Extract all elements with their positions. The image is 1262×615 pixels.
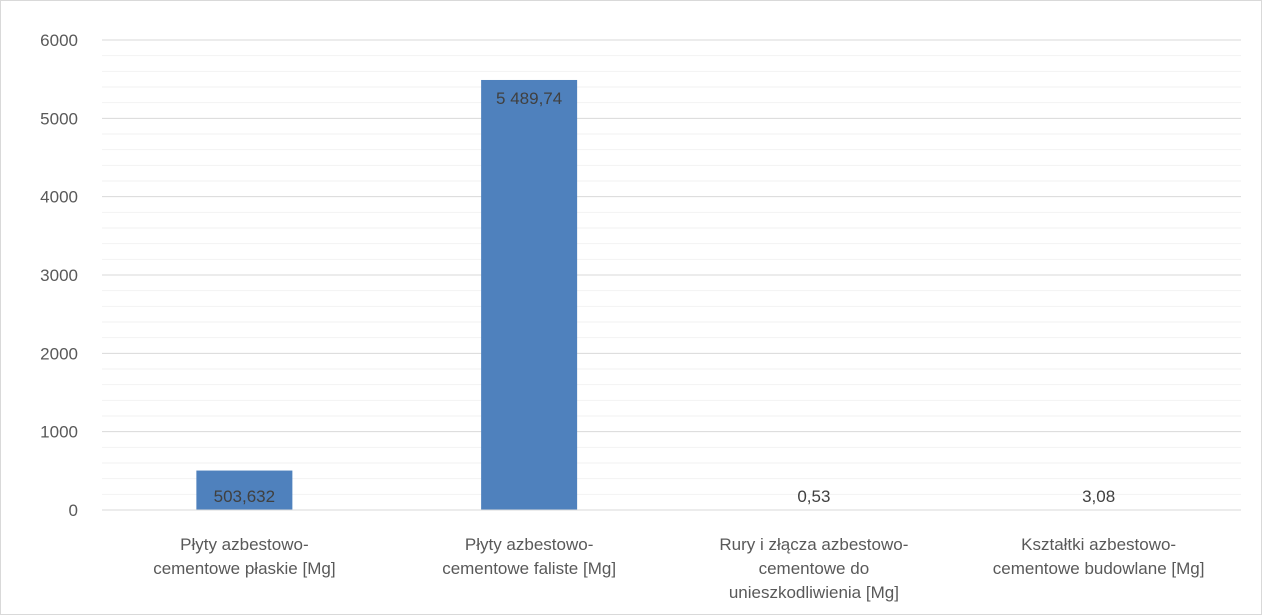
- category-label-line: Rury i złącza azbestowo-: [719, 535, 908, 554]
- category-label-line: unieszkodliwienia [Mg]: [729, 583, 899, 602]
- category-label: Rury i złącza azbestowo-cementowe do unie…: [719, 535, 908, 602]
- category-label: Płyty azbestowo-cementowe płaskie [Mg]: [153, 535, 335, 578]
- y-tick-label: 6000: [40, 31, 78, 50]
- y-tick-label: 2000: [40, 344, 78, 363]
- data-label: 503,632: [214, 487, 275, 506]
- bars: [196, 79, 1147, 510]
- bar: [196, 470, 293, 510]
- category-label-line: Płyty azbestowo-: [465, 535, 594, 554]
- category-labels: Płyty azbestowo-cementowe płaskie [Mg]Pł…: [153, 535, 1204, 602]
- major-gridlines: [102, 39, 1241, 433]
- data-label: 5 489,74: [496, 89, 562, 108]
- category-label: Kształtki azbestowo-cementowe budowlane …: [993, 535, 1205, 578]
- category-label-line: Kształtki azbestowo-: [1021, 535, 1176, 554]
- y-tick-label: 5000: [40, 109, 78, 128]
- category-label: Płyty azbestowo-cementowe faliste [Mg]: [442, 535, 616, 578]
- y-tick-label: 1000: [40, 423, 78, 442]
- data-label: 3,08: [1082, 487, 1115, 506]
- bar: [481, 79, 578, 510]
- category-label-line: Płyty azbestowo-: [180, 535, 309, 554]
- data-labels: 503,632 5 489,74 0,53 3,08: [214, 89, 1116, 506]
- minor-gridlines: [102, 55, 1241, 495]
- category-label-line: cementowe do: [759, 559, 870, 578]
- category-label-line: cementowe płaskie [Mg]: [153, 559, 335, 578]
- y-tick-label: 4000: [40, 188, 78, 207]
- data-label: 0,53: [797, 487, 830, 506]
- category-label-line: cementowe faliste [Mg]: [442, 559, 616, 578]
- category-label-line: cementowe budowlane [Mg]: [993, 559, 1205, 578]
- y-tick-label: 0: [69, 501, 78, 520]
- y-tick-label: 3000: [40, 266, 78, 285]
- y-axis: 0 1000 2000 3000 4000 5000 6000: [40, 31, 78, 520]
